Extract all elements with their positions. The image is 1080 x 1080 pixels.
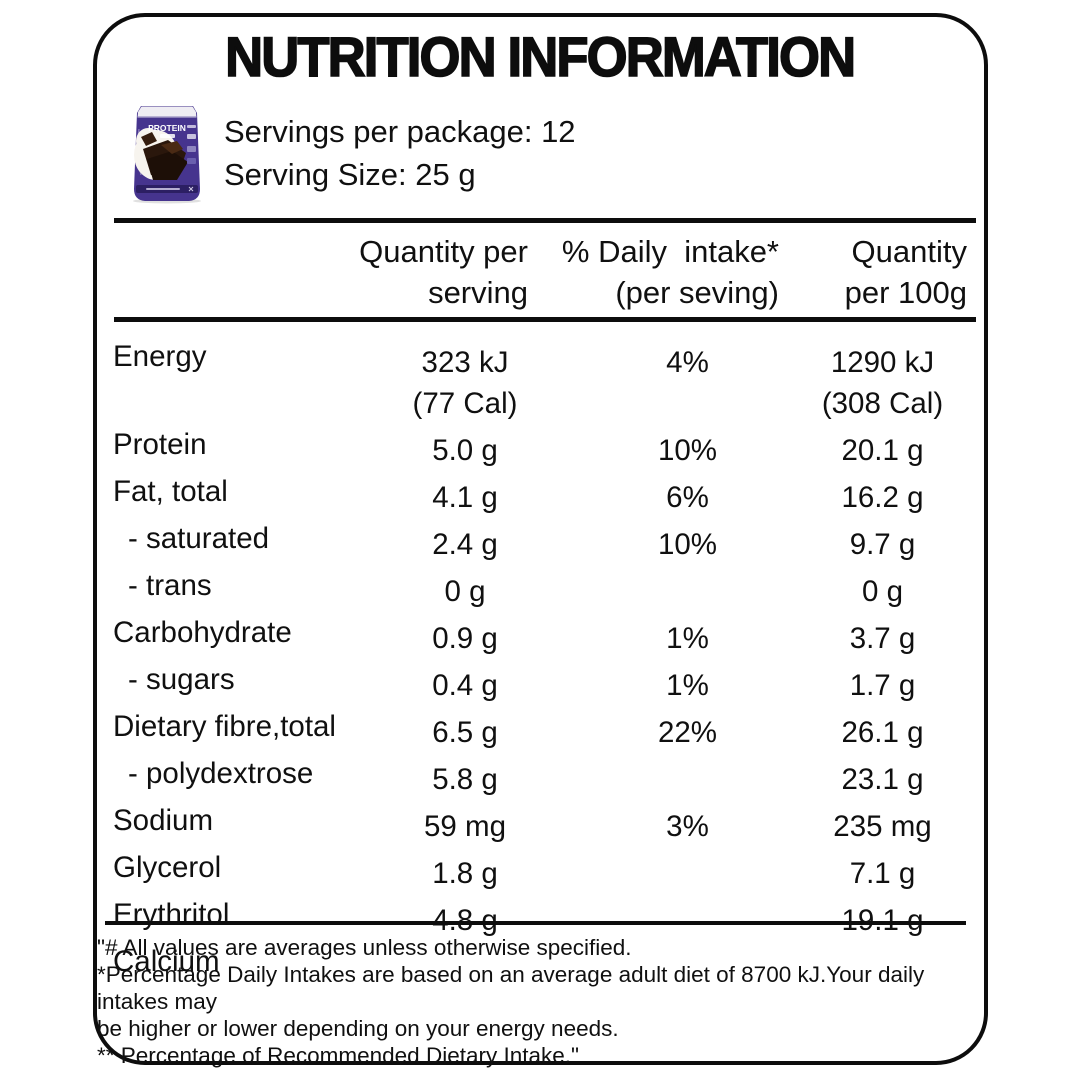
value-daily-intake: 1% — [666, 622, 709, 655]
value-per-100g: 9.7 g — [849, 528, 916, 561]
table-row-energy: Energy 323 kJ (77 Cal) 4% 1290 kJ (308 C… — [113, 336, 975, 424]
value-daily-intake: 10% — [657, 528, 718, 561]
row-label: Energy — [113, 340, 207, 373]
value-per-100g: 3.7 g — [849, 622, 916, 655]
value-per-100g: 20.1 g — [841, 434, 924, 467]
value-per-serving: 4.8 g — [345, 894, 585, 941]
row-label: - sugars — [128, 663, 235, 696]
row-label: Calcium — [113, 945, 220, 978]
column-header-daily-intake: % Daily intake* (per seving) — [561, 234, 779, 310]
table-row-trans: - trans 0 g 0 g — [113, 565, 975, 612]
bag-banner-mark — [188, 186, 194, 192]
table-row-fat-total: Fat, total 4.1 g 6% 16.2 g — [113, 471, 975, 518]
value-per-100g: 1.7 g — [849, 669, 916, 702]
label-panel — [93, 13, 988, 1065]
bag-logo-text: PROTEIN — [148, 123, 186, 133]
table-row-polydextrose: - polydextrose 5.8 g 23.1 g — [113, 753, 975, 800]
bag-badge-4 — [187, 158, 196, 164]
footnote-line: *Percentage Daily Intakes are based on a… — [97, 962, 925, 1014]
value-per-serving: 5.0 g — [432, 434, 498, 467]
divider-header — [114, 317, 976, 322]
value-per-100g: 19.1 g — [790, 894, 975, 941]
value-per-serving: 4.1 g — [432, 481, 498, 514]
value-per-serving: 5.8 g — [432, 763, 498, 796]
chocolate-chunk-dark — [147, 151, 188, 180]
row-label: Glycerol — [113, 851, 222, 884]
divider-footnotes — [105, 921, 966, 925]
spacer-row — [113, 322, 975, 336]
page-title: NUTRITION INFORMATION — [225, 24, 858, 89]
footnote-line: be higher or lower depending on your ene… — [97, 1016, 619, 1041]
row-label: Erythritol — [113, 898, 230, 931]
value-per-100g: 235 mg — [833, 810, 932, 843]
row-label: Fat, total — [113, 475, 228, 508]
table-row-glycerol: Glycerol 1.8 g 7.1 g — [113, 847, 975, 894]
value-per-serving: 0 g — [444, 575, 486, 608]
value-per-100g: 7.1 g — [849, 857, 916, 890]
value-per-100g: 23.1 g — [841, 763, 924, 796]
value-daily-intake — [585, 847, 790, 894]
table-row-calcium: Calcium — [113, 941, 975, 982]
value-per-serving: 59 mg — [424, 810, 506, 843]
value-per-100g: 0 g — [861, 575, 903, 608]
table-row-dietary-fibre: Dietary fibre,total 6.5 g 22% 26.1 g — [113, 706, 975, 753]
value-per-serving: 0.4 g — [432, 669, 498, 702]
value-per-100g: 16.2 g — [841, 481, 924, 514]
table-row-sugars: - sugars 0.4 g 1% 1.7 g — [113, 659, 975, 706]
bag-banner-text — [146, 188, 180, 190]
servings-per-package: Servings per package: 12 — [224, 114, 576, 149]
serving-size: Serving Size: 25 g — [224, 157, 476, 192]
value-daily-intake: 22% — [657, 716, 718, 749]
serving-info: Servings per package: 12 Serving Size: 2… — [224, 110, 576, 196]
divider-top — [114, 218, 976, 223]
row-label: Carbohydrate — [113, 616, 292, 649]
bag-badge-2 — [187, 134, 196, 139]
value-per-serving: 2.4 g — [432, 528, 498, 561]
footnotes: "# All values are averages unless otherw… — [97, 934, 982, 1069]
value-per-100g: 26.1 g — [841, 716, 924, 749]
footnote-line: "# All values are averages unless otherw… — [97, 935, 632, 960]
row-label: Protein — [113, 428, 207, 461]
value-per-serving: 6.5 g — [432, 716, 498, 749]
table-row-protein: Protein 5.0 g 10% 20.1 g — [113, 424, 975, 471]
table-row-erythritol: Erythritol 4.8 g 19.1 g — [113, 894, 975, 941]
nutrition-table: Energy 323 kJ (77 Cal) 4% 1290 kJ (308 C… — [113, 322, 975, 982]
table-row-carbohydrate: Carbohydrate 0.9 g 1% 3.7 g — [113, 612, 975, 659]
bag-seal-line — [137, 116, 197, 118]
row-label: - polydextrose — [128, 757, 314, 790]
bag-logo-tagline — [160, 134, 175, 138]
bag-badge-1 — [187, 125, 196, 128]
bag-badge-3 — [187, 146, 196, 152]
value-daily-intake: 4% — [666, 346, 709, 379]
value-per-serving: 0.9 g — [432, 622, 498, 655]
row-label: - trans — [128, 569, 212, 602]
value-daily-intake: 1% — [666, 669, 709, 702]
value-daily-intake: 3% — [666, 810, 709, 843]
column-header-per-serving: Quantity per serving — [359, 234, 528, 310]
value-daily-intake — [585, 753, 790, 800]
column-header-per-100g: Quantity per 100g — [844, 234, 967, 310]
value-daily-intake: 6% — [666, 481, 709, 514]
table-row-sodium: Sodium 59 mg 3% 235 mg — [113, 800, 975, 847]
value-per-serving: 323 kJ (77 Cal) — [412, 346, 518, 420]
value-per-100g: 1290 kJ (308 Cal) — [821, 346, 944, 420]
chocolate-chunk-small — [141, 132, 157, 146]
value-per-serving: 1.8 g — [432, 857, 498, 890]
row-label: Sodium — [113, 804, 214, 837]
chocolate-chunk-light — [161, 141, 183, 154]
table-row-saturated: - saturated 2.4 g 10% 9.7 g — [113, 518, 975, 565]
bag-top-seal — [137, 106, 197, 116]
footnote-line: ** Percentage of Recommended Dietary Int… — [97, 1043, 579, 1068]
row-label: Dietary fibre,total — [113, 710, 336, 743]
value-daily-intake: 10% — [657, 434, 718, 467]
value-daily-intake — [585, 565, 790, 612]
row-label: - saturated — [128, 522, 270, 555]
product-image: PROTEIN — [133, 106, 201, 204]
